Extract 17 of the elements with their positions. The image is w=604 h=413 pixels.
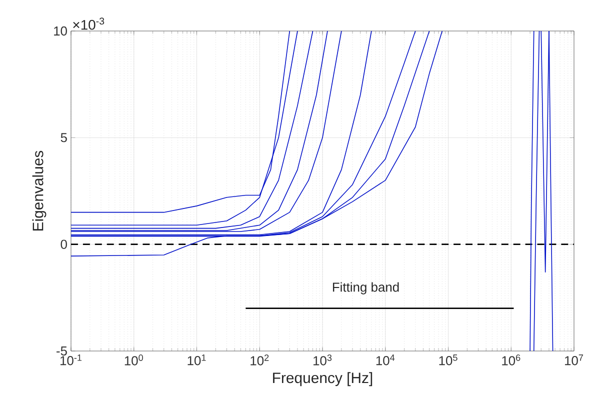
y-tick-label: -5 [56, 346, 67, 356]
y-tick-label: 0 [60, 240, 67, 249]
x-tick-label: 10$^{2}$ [250, 354, 269, 366]
x-tick-label: 10$^{4}$ [376, 354, 395, 366]
y-axis-title: Eigenvalues [32, 150, 46, 230]
x-tick-label: 10$^{7}$ [565, 354, 584, 366]
x-tick-label: 10$^{3}$ [314, 354, 332, 366]
x-tick-label: 10$^{5}$ [439, 354, 458, 366]
y-tick-label: 5 [60, 133, 67, 142]
y-tick-label: 10 [54, 26, 67, 36]
x-tick-label: 10$^{1}$ [188, 354, 206, 366]
x-tick-label: 10$^{6}$ [502, 354, 520, 366]
x-tick-label: 10$^{0}$ [124, 354, 143, 366]
x-tick-label: 10$^{-1}$ [60, 354, 82, 366]
annotation: Fitting band [332, 282, 399, 294]
text: ×10$^{-3}$ [73, 18, 104, 30]
x-axis-title: Frequency [Hz] [273, 372, 372, 386]
